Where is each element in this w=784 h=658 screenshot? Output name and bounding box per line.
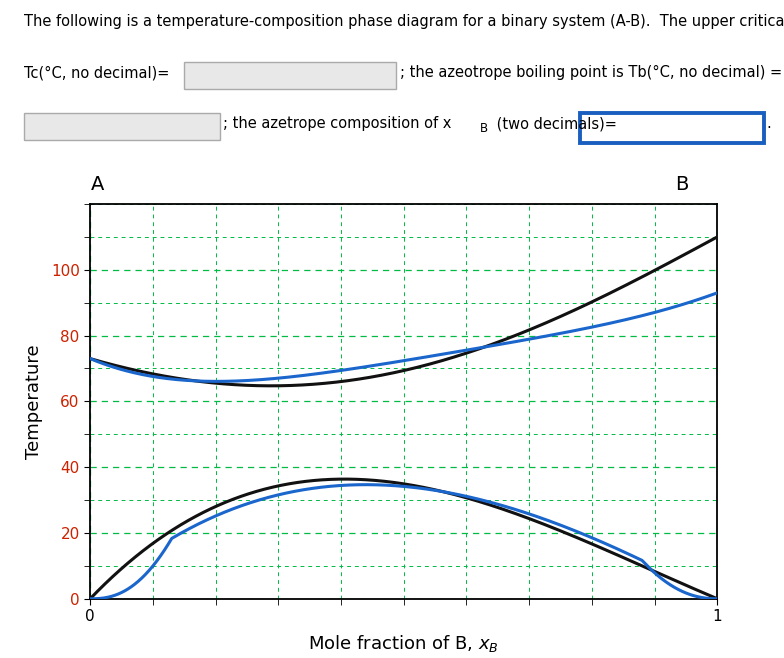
Text: Tc(°C, no decimal)=: Tc(°C, no decimal)= — [24, 65, 169, 80]
Text: (two decimals)=: (two decimals)= — [492, 116, 616, 132]
Text: ; the azetrope composition of x: ; the azetrope composition of x — [223, 116, 452, 132]
Text: B: B — [480, 122, 488, 136]
Text: The following is a temperature-composition phase diagram for a binary system (A-: The following is a temperature-compositi… — [24, 14, 784, 29]
Text: A: A — [91, 175, 105, 194]
Text: B: B — [675, 175, 689, 194]
Y-axis label: Temperature: Temperature — [24, 344, 42, 459]
FancyBboxPatch shape — [24, 113, 220, 140]
Text: ; the azeotrope boiling point is Tb(°C, no decimal) =: ; the azeotrope boiling point is Tb(°C, … — [400, 65, 782, 80]
FancyBboxPatch shape — [184, 62, 396, 89]
X-axis label: Mole fraction of B, $x_B$: Mole fraction of B, $x_B$ — [308, 632, 499, 653]
Text: .: . — [767, 116, 771, 132]
FancyBboxPatch shape — [580, 113, 764, 143]
